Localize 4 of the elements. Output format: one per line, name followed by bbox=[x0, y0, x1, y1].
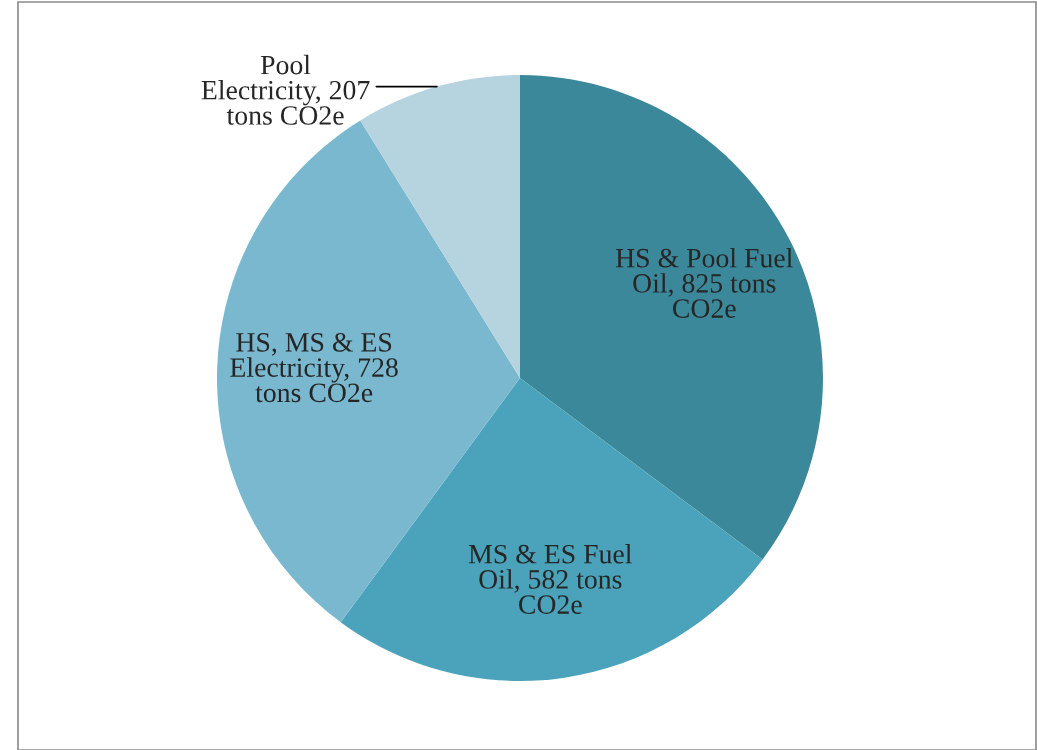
slice-label: HS & Pool Fuel Oil, 825 tons CO2e bbox=[615, 247, 793, 318]
slice-label: Pool Electricity, 207 tons CO2e bbox=[201, 54, 370, 125]
slice-label: MS & ES Fuel Oil, 582 tons CO2e bbox=[468, 544, 632, 614]
slice-label: HS, MS & ES Electricity, 728 tons CO2e bbox=[230, 332, 398, 403]
